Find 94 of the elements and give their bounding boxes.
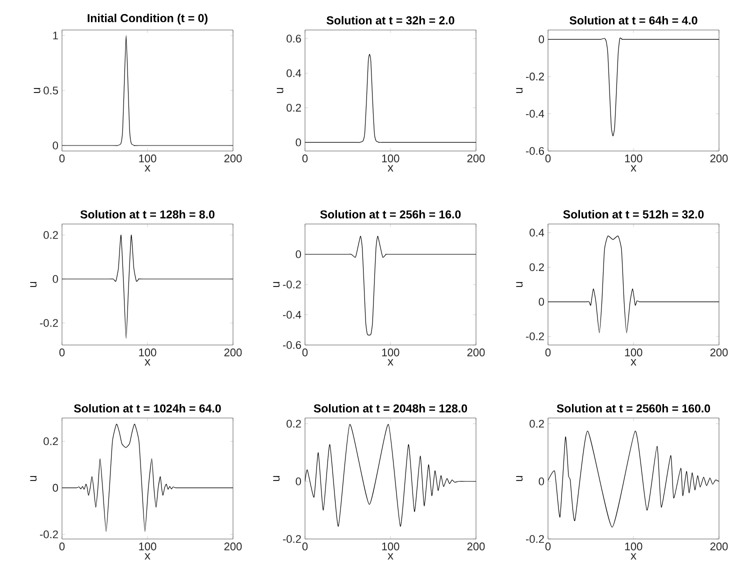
line-series [62, 234, 234, 339]
y-tick-label: 0.2 [286, 104, 301, 112]
line-series [305, 236, 476, 336]
x-tick-label: 100 [382, 542, 400, 550]
y-tick-label: 0 [538, 478, 544, 486]
x-tick-label: 100 [139, 348, 156, 356]
y-tick-label: -0.2 [526, 72, 544, 80]
y-axis-title: u [34, 88, 40, 94]
x-axis-title: x [144, 553, 150, 560]
line-series [62, 424, 234, 532]
x-axis-title: x [630, 165, 636, 172]
y-axis-title: u [516, 88, 523, 94]
line-series [62, 35, 234, 146]
y-tick-label: -0.2 [283, 280, 301, 288]
y-tick-label: 0.2 [530, 420, 544, 428]
y-tick-label: 0 [296, 138, 302, 146]
x-axis-title: x [388, 165, 394, 172]
chart-title: Solution at t = 2048h = 128.0 [314, 404, 468, 412]
y-tick-label: -0.2 [526, 332, 544, 340]
y-tick-label: -0.4 [526, 110, 544, 118]
x-tick-label: 200 [710, 154, 728, 162]
chart-title: Solution at t = 1024h = 64.0 [74, 404, 221, 412]
x-axis-title: x [630, 359, 636, 366]
x-tick-label: 100 [625, 348, 642, 356]
x-tick-label: 100 [139, 542, 156, 550]
y-tick-label: 0 [52, 275, 58, 283]
y-tick-label: 0 [538, 35, 544, 44]
line-series [548, 236, 720, 334]
chart-title: Initial Condition (t = 0) [88, 14, 208, 24]
y-tick-label: 0.6 [286, 34, 301, 43]
chart-title: Solution at t = 32h = 2.0 [326, 16, 454, 24]
chart-title: Solution at t = 256h = 16.0 [320, 210, 461, 218]
y-tick-label: 0.4 [530, 228, 544, 237]
y-axis-title: u [30, 282, 37, 288]
x-tick-label: 0 [302, 542, 308, 550]
y-tick-label: 0 [52, 484, 58, 492]
y-tick-label: 0.2 [286, 420, 301, 428]
x-tick-label: 0 [545, 348, 551, 356]
x-tick-label: 0 [59, 154, 65, 162]
chart-title: Solution at t = 512h = 32.0 [563, 210, 704, 218]
y-axis-title: u [516, 282, 523, 288]
x-tick-label: 100 [382, 348, 400, 356]
y-tick-label: 0.5 [44, 86, 58, 94]
x-tick-label: 100 [625, 542, 642, 550]
x-axis-title: x [388, 359, 394, 366]
x-tick-label: 100 [382, 154, 400, 162]
x-tick-label: 0 [302, 348, 308, 356]
x-axis-title: x [388, 553, 394, 560]
x-tick-label: 200 [710, 542, 728, 550]
line-series [548, 38, 720, 136]
y-tick-label: -0.2 [526, 535, 544, 543]
x-tick-label: 0 [545, 154, 551, 162]
y-tick-label: 0 [538, 298, 544, 306]
x-tick-label: 200 [467, 348, 485, 356]
y-tick-label: -0.6 [283, 341, 301, 349]
x-tick-label: 100 [625, 154, 642, 162]
y-tick-label: -0.4 [283, 310, 302, 319]
y-tick-label: -0.2 [283, 535, 301, 543]
y-tick-label: 0 [52, 142, 58, 150]
y-tick-label: 0 [296, 250, 302, 258]
y-tick-label: 0 [296, 478, 302, 486]
x-tick-label: 200 [224, 542, 242, 550]
x-tick-label: 200 [467, 542, 485, 550]
y-axis-title: u [276, 88, 284, 94]
y-axis-title: u [273, 476, 280, 482]
x-tick-label: 0 [59, 348, 65, 356]
y-axis-title: u [273, 282, 280, 288]
x-tick-label: 200 [710, 348, 728, 356]
y-tick-label: 0.2 [44, 231, 58, 239]
x-tick-label: 0 [302, 154, 308, 162]
y-tick-label: -0.6 [526, 147, 544, 155]
x-tick-label: 0 [545, 542, 551, 550]
x-tick-label: 100 [139, 154, 156, 162]
x-axis-title: x [144, 165, 150, 172]
x-tick-label: 200 [224, 348, 242, 356]
line-series [305, 54, 476, 143]
chart-title: Solution at t = 2560h = 160.0 [556, 404, 710, 412]
y-tick-label: -0.2 [40, 530, 58, 538]
y-tick-label: 0.2 [44, 437, 58, 446]
y-axis-title: u [516, 476, 523, 482]
line-series [305, 424, 476, 527]
line-series [548, 430, 720, 528]
y-axis-title: u [30, 476, 37, 482]
x-axis-title: x [144, 359, 150, 366]
x-axis-title: x [630, 553, 636, 560]
chart-title: Solution at t = 64h = 4.0 [570, 16, 698, 24]
chart-title: Solution at t = 128h = 8.0 [80, 210, 214, 218]
x-tick-label: 0 [59, 542, 65, 550]
x-tick-label: 200 [224, 154, 242, 162]
y-tick-label: 1 [53, 32, 58, 40]
y-tick-label: 0.2 [530, 263, 544, 272]
x-tick-label: 200 [467, 154, 485, 162]
y-tick-label: -0.2 [40, 319, 58, 327]
y-tick-label: 0.4 [286, 69, 302, 78]
